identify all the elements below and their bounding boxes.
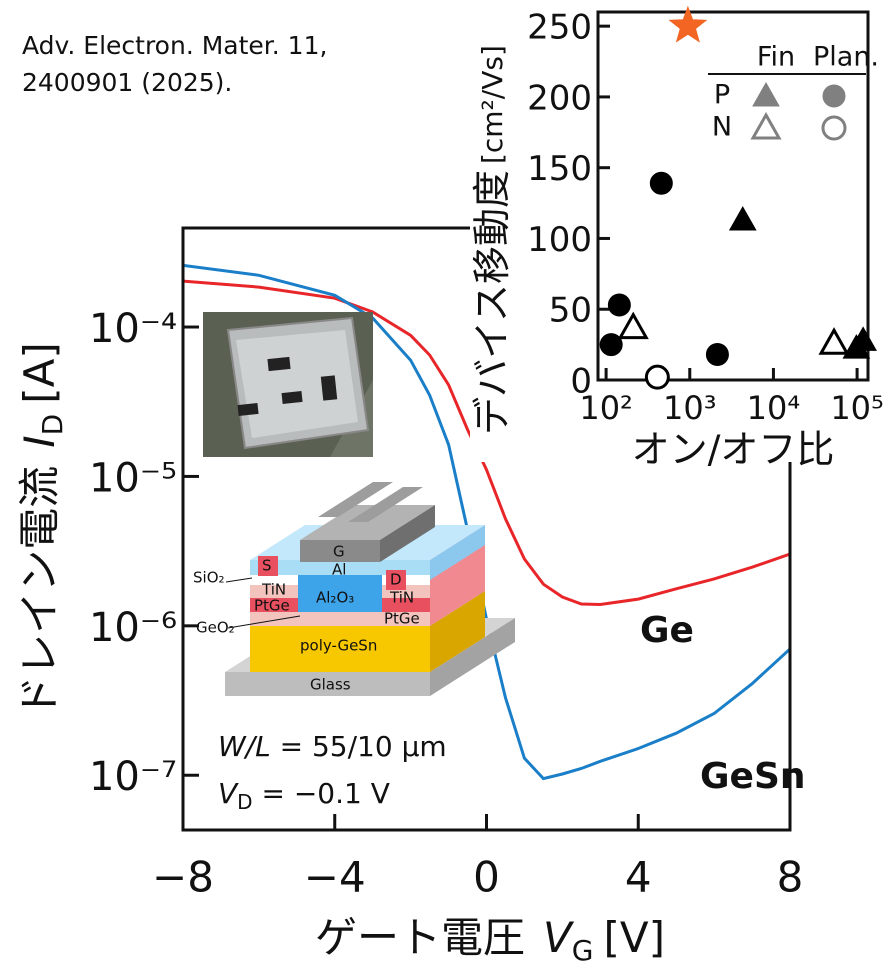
x-tick-label: −8 — [152, 853, 214, 902]
diagram-label: PtGe — [254, 597, 290, 615]
series-label: GeSn — [700, 756, 806, 797]
axis-label: ゲート電圧 VG [V] — [315, 913, 665, 968]
y-tick-label: 100 — [527, 220, 592, 260]
diagram-label: GeO₂ — [196, 619, 235, 637]
y-tick-label: 150 — [527, 149, 592, 189]
annotation-text: = −0.1 V — [253, 777, 390, 810]
annotation: W/L = 55/10 µm — [218, 730, 447, 763]
annotation: VD = −0.1 V — [218, 777, 390, 814]
axis-label: ドレイン電流 ID [A] — [15, 342, 70, 717]
legend-marker — [823, 117, 845, 139]
axis-label-unit: [V] — [603, 913, 665, 962]
diagram-label: G — [333, 543, 345, 561]
y-tick-label: 10⁻⁷ — [89, 754, 177, 800]
y-tick-label: 10⁻⁴ — [89, 306, 177, 352]
y-tick-label: 10⁻⁶ — [89, 605, 177, 651]
axis-label-symbol: V — [543, 913, 575, 962]
axis-label-text: ドレイン電流 — [15, 466, 64, 718]
axis-label-subscript: D — [36, 414, 69, 436]
point — [646, 366, 668, 388]
x-tick-label: 10⁴ — [747, 389, 801, 427]
diagram-label: S — [262, 557, 272, 575]
legend-row: P — [714, 80, 730, 111]
x-tick-label: 8 — [777, 853, 804, 902]
device-diagram: SiO₂ GeO₂ S TiN PtGe G Al Al₂O₃ D TiN Pt… — [193, 482, 515, 696]
legend-column: Plan. — [813, 42, 879, 73]
x-tick-label: 10² — [579, 389, 633, 427]
x-tick-label: −4 — [304, 853, 366, 902]
annotation-italic: V — [218, 777, 239, 810]
sample-photo — [203, 312, 373, 457]
diagram-label: PtGe — [384, 610, 420, 628]
x-tick-label: 10⁵ — [830, 389, 884, 427]
x-tick-label: 10³ — [663, 389, 717, 427]
point — [706, 344, 728, 366]
citation: 2400901 (2025). — [22, 68, 232, 97]
y-axis-label: デバイス移動度 [cm²/Vs] — [470, 45, 514, 435]
y-axis-label-text: デバイス移動度 — [470, 170, 514, 435]
diagram-label: D — [390, 571, 402, 589]
annotation-italic: W/L — [218, 730, 271, 763]
axis-label-symbol: I — [15, 435, 64, 447]
point — [600, 334, 622, 356]
diagram-label: Glass — [310, 676, 351, 694]
series-label: Ge — [640, 610, 694, 651]
diagram-label: TiN — [389, 589, 414, 607]
annotation-text: = 55/10 µm — [271, 730, 447, 763]
figure: Adv. Electron. Mater. 11, 2400901 (2025)… — [0, 0, 889, 969]
y-tick-label: 250 — [527, 8, 592, 48]
y-tick-label: 50 — [549, 291, 592, 331]
y-axis-label-unit: [cm²/Vs] — [476, 45, 509, 164]
legend-column: Fin — [757, 42, 795, 73]
diagram-label: poly-GeSn — [300, 637, 377, 655]
annotation-subscript: D — [237, 790, 252, 814]
point — [608, 294, 630, 316]
legend-row: N — [712, 112, 732, 143]
legend-marker — [823, 85, 845, 107]
x-axis-label: オン/オフ比 — [632, 428, 835, 472]
point — [650, 172, 672, 194]
axis-label-unit: [A] — [15, 342, 64, 404]
diagram-label: Al₂O₃ — [316, 589, 354, 607]
diagram-label: Al — [332, 561, 346, 579]
y-tick-label: 200 — [527, 78, 592, 118]
x-tick-label: 4 — [625, 853, 652, 902]
axis-label-text: ゲート電圧 — [315, 913, 525, 962]
x-tick-label: 0 — [473, 853, 500, 902]
citation: Adv. Electron. Mater. 11, — [22, 31, 327, 60]
axis-label-subscript: G — [572, 934, 594, 967]
diagram-label: SiO₂ — [193, 569, 225, 587]
y-tick-label: 10⁻⁵ — [89, 455, 177, 501]
